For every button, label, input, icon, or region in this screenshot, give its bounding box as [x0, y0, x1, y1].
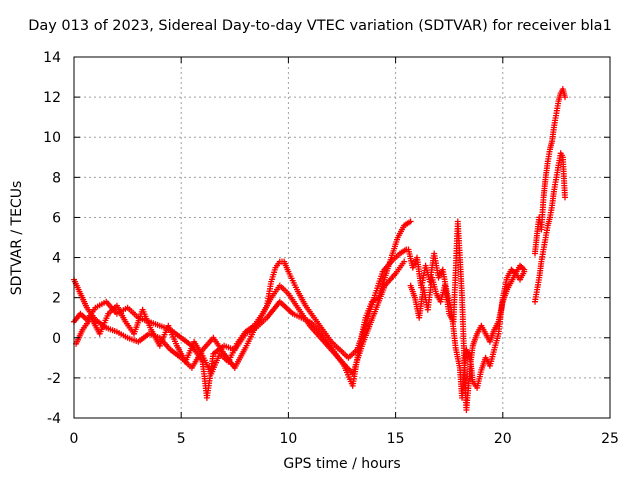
y-tick-label: 12 — [43, 90, 61, 106]
y-tick-label: 8 — [52, 170, 61, 186]
y-tick-label: -4 — [47, 411, 61, 427]
y-tick-label: 4 — [52, 251, 61, 267]
x-tick-label: 15 — [387, 431, 405, 447]
y-tick-label: 6 — [52, 210, 61, 226]
x-tick-label: 5 — [177, 431, 186, 447]
y-tick-label: 0 — [52, 331, 61, 347]
x-tick-label: 10 — [279, 431, 297, 447]
y-tick-label: 2 — [52, 291, 61, 307]
y-tick-label: 14 — [43, 50, 61, 66]
data-point-markers — [407, 218, 528, 413]
data-point-markers — [532, 86, 568, 257]
series-layer — [71, 86, 568, 413]
data-point-markers — [71, 218, 414, 401]
series-track-1 — [71, 218, 414, 401]
y-tick-label: 10 — [43, 130, 61, 146]
plot-frame — [73, 56, 611, 419]
y-tick-label: -2 — [47, 371, 61, 387]
y-axis-label: SDTVAR / TECUs — [9, 180, 25, 296]
tick-labels: 0 5 10 15 20 25 -4 -2 0 2 4 6 8 10 12 14 — [43, 50, 619, 447]
data-point-markers — [73, 258, 408, 377]
x-tick-label: 0 — [70, 431, 79, 447]
grid-lines — [74, 57, 610, 418]
chart-title: Day 013 of 2023, Sidereal Day-to-day VTE… — [28, 18, 612, 34]
x-tick-label: 25 — [601, 431, 619, 447]
series-track-6 — [532, 86, 568, 257]
data-point-markers — [532, 150, 568, 305]
x-axis-label: GPS time / hours — [283, 456, 401, 472]
series-track-5 — [407, 218, 528, 413]
series-track-7 — [532, 150, 568, 305]
series-track-3 — [73, 258, 408, 377]
x-tick-label: 20 — [494, 431, 512, 447]
axis-ticks — [73, 56, 611, 419]
